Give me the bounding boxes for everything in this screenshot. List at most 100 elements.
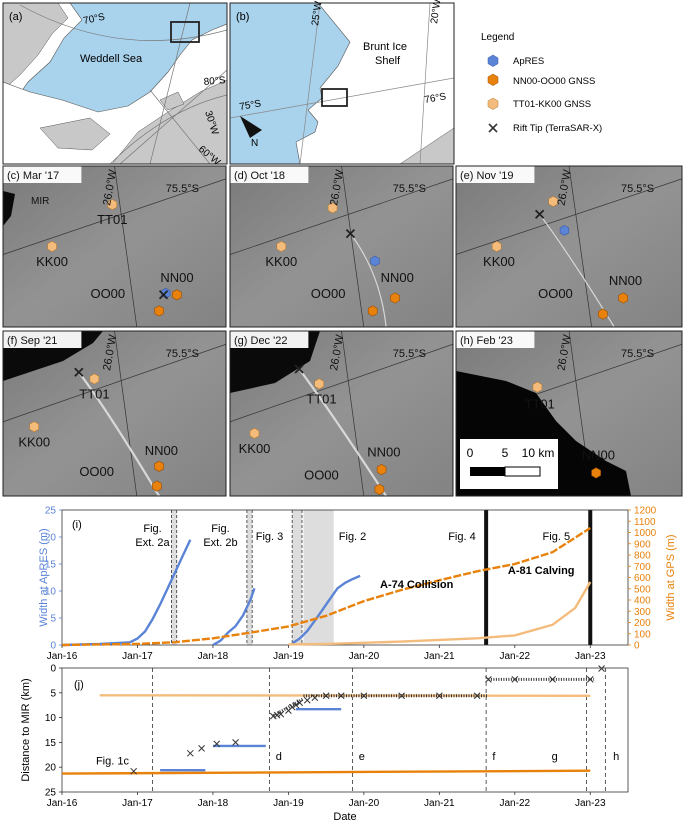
station-nn00-marker bbox=[376, 464, 387, 476]
chart-i-annotation: Fig. bbox=[211, 523, 229, 535]
chart-j-xtick: Jan-18 bbox=[198, 798, 229, 809]
rift-tip-marker bbox=[158, 290, 169, 300]
chart-j-event-label: g bbox=[552, 751, 558, 763]
map-panel-a bbox=[3, 3, 227, 164]
chart-j-rift-point bbox=[130, 767, 138, 775]
event-band bbox=[246, 510, 253, 645]
station-label-kk00: KK00 bbox=[36, 254, 68, 269]
station-oo00-marker bbox=[154, 305, 164, 317]
station-label-kk00: KK00 bbox=[18, 435, 50, 450]
station-label-tt01: TT01 bbox=[97, 212, 127, 227]
station-label-nn00: NN00 bbox=[582, 448, 615, 463]
chart-i-xtick: Jan-21 bbox=[424, 651, 455, 662]
chart-i-annotation: Ext. 2a bbox=[135, 537, 170, 549]
station-label-oo00: OO00 bbox=[90, 286, 125, 301]
scalebar-label-10: 10 km bbox=[522, 446, 555, 460]
panel-b-label: (b) bbox=[236, 11, 249, 23]
chart-i-annotation: Fig. 4 bbox=[448, 531, 476, 543]
chart-j-event-label: d bbox=[276, 751, 282, 763]
weddell-sea-label: Weddell Sea bbox=[80, 53, 143, 65]
brunt-shelf-label: Brunt Ice Shelf bbox=[363, 41, 407, 67]
legend-item-rift-tip: Rift Tip (TerraSAR-X) bbox=[488, 123, 602, 134]
station-kk00-marker bbox=[276, 240, 287, 253]
chart-j-rift-point bbox=[511, 676, 519, 683]
station-tt01-marker bbox=[327, 202, 338, 214]
legend-item-tt01-kk00: TT01-KK00 GNSS bbox=[487, 97, 591, 110]
chart-j-xtick: Jan-23 bbox=[575, 798, 606, 809]
event-band bbox=[292, 510, 302, 645]
chart-i-ytick-right: 500 bbox=[634, 584, 651, 595]
chart-i-ytick-left: 5 bbox=[50, 614, 56, 625]
apres-marker-icon bbox=[487, 54, 499, 67]
lat-70s-label: 70°S bbox=[82, 12, 106, 27]
legend-label-apres: ApRES bbox=[513, 56, 544, 67]
chart-i-xtick: Jan-19 bbox=[273, 651, 304, 662]
chart-j-rift-point bbox=[213, 740, 221, 748]
station-label-oo00: OO00 bbox=[79, 464, 114, 479]
station-nn00-marker bbox=[154, 460, 164, 472]
coord-lat-label: 75.5°S bbox=[621, 348, 654, 360]
event-band bbox=[303, 510, 334, 645]
chart-j-rift-point bbox=[586, 676, 594, 683]
chart-j-ytick: 0 bbox=[50, 664, 56, 675]
chart-i-annotation: Fig. 3 bbox=[256, 531, 284, 543]
chart-i-series-3 bbox=[61, 526, 591, 647]
chart-j-xtick: Jan-19 bbox=[273, 798, 304, 809]
scalebar-white-segment bbox=[504, 466, 541, 477]
chart-i-ytick-right: 1000 bbox=[634, 528, 657, 539]
legend-item-apres: ApRES bbox=[487, 54, 544, 67]
mir-label: MIR bbox=[31, 196, 49, 207]
chart-i-xtick: Jan-18 bbox=[198, 651, 229, 662]
chart-i-series-2 bbox=[291, 574, 361, 645]
lon-20w-label: 20°W bbox=[429, 0, 443, 24]
scalebar-label-5: 5 bbox=[502, 446, 509, 460]
chart-i-annotation-collision: A-74 Collision bbox=[380, 579, 454, 591]
station-label-tt01: TT01 bbox=[79, 387, 109, 402]
nn00-gnss-marker-icon bbox=[487, 73, 499, 86]
coord-lat-label: 75.5°S bbox=[393, 183, 426, 195]
chart-i-xtick: Jan-16 bbox=[47, 651, 78, 662]
chart-i-ytick-right: 200 bbox=[634, 618, 651, 629]
chart-i-ytick-left: 10 bbox=[45, 587, 57, 598]
station-label-kk00: KK00 bbox=[265, 254, 297, 269]
chart-i-xtick: Jan-20 bbox=[349, 651, 380, 662]
station-tt01-marker bbox=[89, 373, 100, 385]
chart-j-event-label: f bbox=[492, 751, 496, 763]
station-kk00-marker bbox=[249, 427, 260, 439]
chart-i-ytick-right: 400 bbox=[634, 596, 651, 607]
lat-80s-label: 80°S bbox=[203, 75, 226, 88]
legend-item-nn00-oo00: NN00-OO00 GNSS bbox=[487, 73, 595, 87]
station-label-tt01: TT01 bbox=[524, 397, 554, 412]
coord-lat-label: 75.5°S bbox=[393, 348, 426, 360]
chart-i-ytick-right: 0 bbox=[634, 641, 640, 652]
chart-j-frame bbox=[61, 667, 629, 793]
station-label-kk00: KK00 bbox=[483, 254, 515, 269]
chart-i-xtick: Jan-22 bbox=[500, 651, 531, 662]
rift-tip-marker bbox=[345, 228, 356, 239]
chart-i-ytick-right: 700 bbox=[634, 562, 651, 573]
apres-marker bbox=[370, 255, 380, 267]
scalebar-box bbox=[460, 439, 558, 489]
chart-j-ylabel: Distance to MIR (km) bbox=[20, 678, 32, 781]
panel-a-label: (a) bbox=[9, 11, 22, 23]
chart-j-rift-track bbox=[272, 697, 305, 717]
chart-j-xtick: Jan-21 bbox=[424, 798, 455, 809]
chart-i-ytick-right: 100 bbox=[634, 629, 651, 640]
map-panel-b bbox=[230, 3, 454, 164]
station-tt01-marker bbox=[314, 378, 325, 390]
coord-lat-label: 75.5°S bbox=[166, 348, 199, 360]
event-band bbox=[171, 510, 177, 645]
station-nn00-marker bbox=[390, 292, 400, 304]
station-kk00-marker bbox=[29, 421, 40, 433]
station-nn00-marker bbox=[591, 467, 601, 479]
panel-f-label: (f) Sep '21 bbox=[7, 335, 57, 347]
chart-i-series-0 bbox=[61, 539, 192, 647]
chart-j-xtick: Jan-17 bbox=[122, 798, 153, 809]
apres-marker bbox=[559, 225, 570, 236]
chart-i-annotation: Fig. 2 bbox=[339, 531, 367, 543]
station-label-nn00: NN00 bbox=[160, 270, 193, 285]
chart-i-ytick-right: 800 bbox=[634, 551, 651, 562]
